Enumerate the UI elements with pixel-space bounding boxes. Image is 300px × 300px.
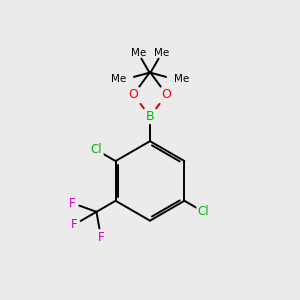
Text: F: F (98, 231, 104, 244)
Text: Me: Me (154, 48, 170, 58)
Text: B: B (146, 110, 154, 123)
Text: Me: Me (174, 74, 189, 84)
Text: Cl: Cl (198, 205, 209, 218)
Text: F: F (69, 196, 76, 210)
Text: Me: Me (130, 48, 146, 58)
Text: Me: Me (111, 74, 126, 84)
Text: O: O (128, 88, 138, 101)
Text: Cl: Cl (91, 143, 102, 157)
Text: F: F (71, 218, 78, 231)
Text: O: O (162, 88, 172, 101)
